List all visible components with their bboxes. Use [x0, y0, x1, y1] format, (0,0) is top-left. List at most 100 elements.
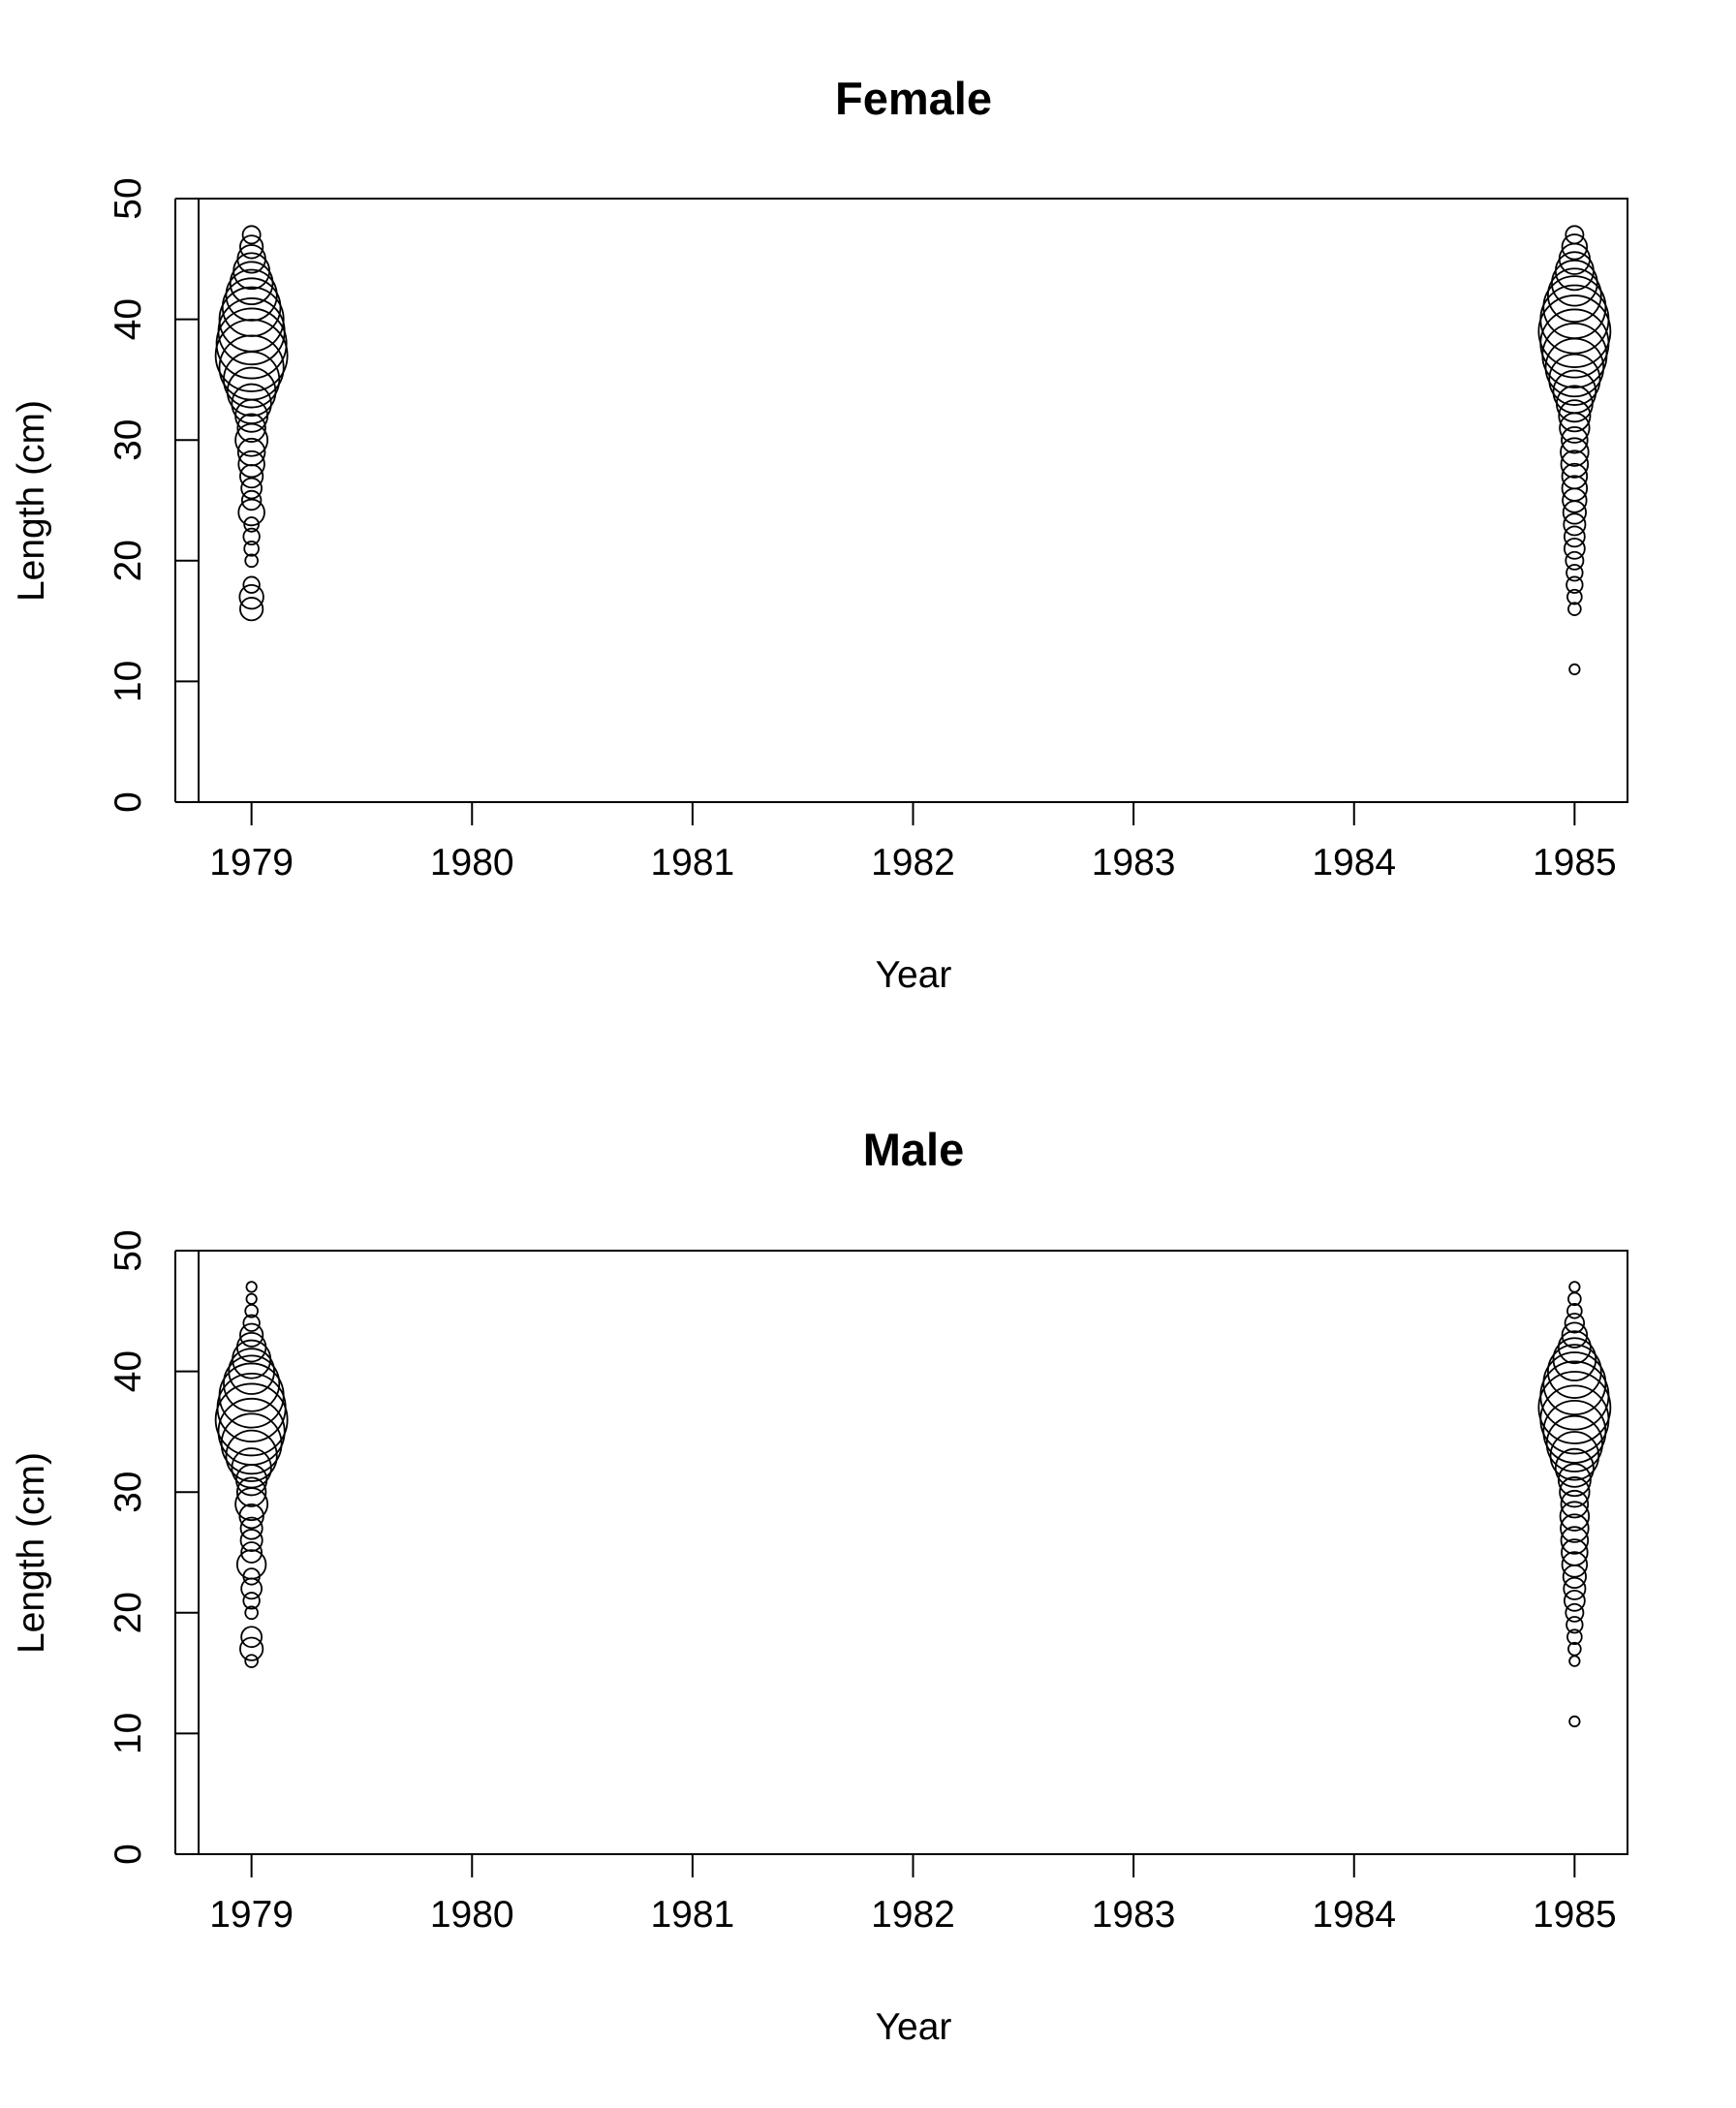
- y-tick-label: 20: [108, 1592, 149, 1633]
- data-bubble: [1566, 1628, 1583, 1646]
- y-tick-label: 40: [108, 1350, 149, 1392]
- data-bubble: [229, 261, 274, 306]
- data-bubble: [238, 584, 264, 610]
- data-bubble: [242, 1592, 261, 1610]
- data-bubble: [1537, 294, 1612, 368]
- data-bubble: [239, 1322, 264, 1348]
- data-bubble: [240, 477, 263, 500]
- data-bubble: [1561, 233, 1589, 261]
- data-bubble: [245, 1281, 258, 1293]
- x-tick-label: 1983: [1092, 842, 1176, 884]
- data-bubble: [1566, 564, 1584, 582]
- data-bubble: [236, 413, 266, 443]
- data-bubble: [1566, 575, 1584, 594]
- data-bubble: [1554, 251, 1595, 292]
- data-bubble: [245, 1292, 258, 1305]
- data-bubble: [226, 366, 277, 418]
- data-bubble: [1566, 1303, 1583, 1319]
- data-bubble: [1558, 399, 1592, 433]
- data-bubble: [1547, 1344, 1602, 1399]
- data-bubble: [214, 1382, 289, 1457]
- data-bubble: [1565, 225, 1585, 245]
- y-tick-label: 0: [108, 1844, 149, 1865]
- data-bubble: [235, 1476, 267, 1507]
- data-bubble: [239, 234, 264, 260]
- data-bubble: [1568, 1281, 1581, 1293]
- data-bubble: [1560, 1526, 1590, 1555]
- data-bubble: [1567, 1641, 1582, 1657]
- data-bubble: [232, 252, 271, 291]
- data-bubble: [1568, 663, 1581, 676]
- x-tick-label: 1984: [1312, 842, 1396, 884]
- data-bubble: [242, 527, 261, 546]
- data-bubble: [1564, 1589, 1586, 1612]
- data-bubble: [231, 383, 272, 424]
- x-tick-label: 1985: [1533, 842, 1617, 884]
- data-bubble: [240, 1626, 263, 1649]
- y-tick-label: 0: [108, 791, 149, 813]
- data-bubble: [1557, 1463, 1592, 1498]
- data-bubble: [218, 1362, 285, 1429]
- data-bubble: [1566, 588, 1583, 605]
- data-bubble: [239, 597, 264, 622]
- y-tick-label: 10: [108, 1713, 149, 1754]
- data-bubble: [1542, 1351, 1607, 1416]
- x-tick-label: 1980: [430, 1894, 514, 1936]
- y-tick-label: 30: [108, 419, 149, 461]
- data-bubble: [1567, 602, 1582, 616]
- data-bubble: [242, 1314, 261, 1332]
- data-bubble: [1563, 512, 1587, 537]
- data-bubble: [221, 277, 282, 337]
- x-tick-label: 1982: [871, 1894, 955, 1936]
- data-bubble: [223, 1354, 281, 1412]
- data-bubble: [1564, 525, 1586, 548]
- data-bubble: [1547, 267, 1602, 324]
- data-bubble: [237, 450, 265, 479]
- data-bubble: [243, 541, 260, 557]
- x-tick-label: 1982: [871, 842, 955, 884]
- data-bubble: [217, 297, 286, 366]
- data-bubble: [240, 489, 263, 512]
- male-panel: Male 1979 1980 1981 1982 1983 1984 1985 0 10 20 3…: [11, 1124, 1628, 2048]
- x-axis: 1979 1980 1981 1982 1983 1984 1985: [209, 1853, 1617, 1936]
- data-bubble: [244, 553, 259, 569]
- data-bubble: [244, 1605, 259, 1621]
- data-bubble: [242, 575, 261, 594]
- y-tick-label: 40: [108, 298, 149, 340]
- data-bubble: [231, 1447, 272, 1489]
- y-tick-label: 30: [108, 1472, 149, 1513]
- data-bubble: [1560, 450, 1590, 479]
- data-bubble: [1561, 462, 1589, 490]
- data-bubble: [1563, 1576, 1587, 1600]
- x-tick-label: 1979: [209, 842, 294, 884]
- data-bubble: [1549, 1431, 1600, 1481]
- data-bubble: [1542, 275, 1607, 340]
- x-tick-label: 1979: [209, 1894, 294, 1936]
- data-bubble: [240, 1541, 263, 1564]
- data-bubble: [239, 1529, 264, 1553]
- female-panel: Female 1979 1980 1981 1982 1983 1984 1985 0 10 2…: [11, 73, 1628, 996]
- x-tick-label: 1980: [430, 842, 514, 884]
- data-bubble: [237, 498, 265, 527]
- data-bubble: [235, 1331, 267, 1363]
- data-bubble: [241, 225, 262, 245]
- data-bubble: [1568, 1715, 1581, 1728]
- data-bubble: [1559, 1476, 1591, 1508]
- data-bubble: [225, 268, 278, 322]
- x-axis: 1979 1980 1981 1982 1983 1984 1985: [209, 801, 1617, 884]
- y-axis-label: Length (cm): [11, 1452, 52, 1654]
- data-bubble: [239, 1636, 264, 1661]
- data-bubble: [225, 1429, 278, 1482]
- data-bubble: [1561, 425, 1589, 454]
- data-bubble: [1560, 1489, 1590, 1519]
- y-tick-label: 50: [108, 1229, 149, 1271]
- data-bubble: [1537, 1371, 1612, 1444]
- data-bubble: [1552, 369, 1597, 415]
- data-bubble: [236, 437, 266, 467]
- data-bubble: [1539, 1360, 1610, 1431]
- data-bubble: [215, 307, 288, 380]
- data-bubble: [1551, 259, 1598, 307]
- data-bubble: [1566, 1616, 1584, 1634]
- data-bubble: [1539, 284, 1610, 355]
